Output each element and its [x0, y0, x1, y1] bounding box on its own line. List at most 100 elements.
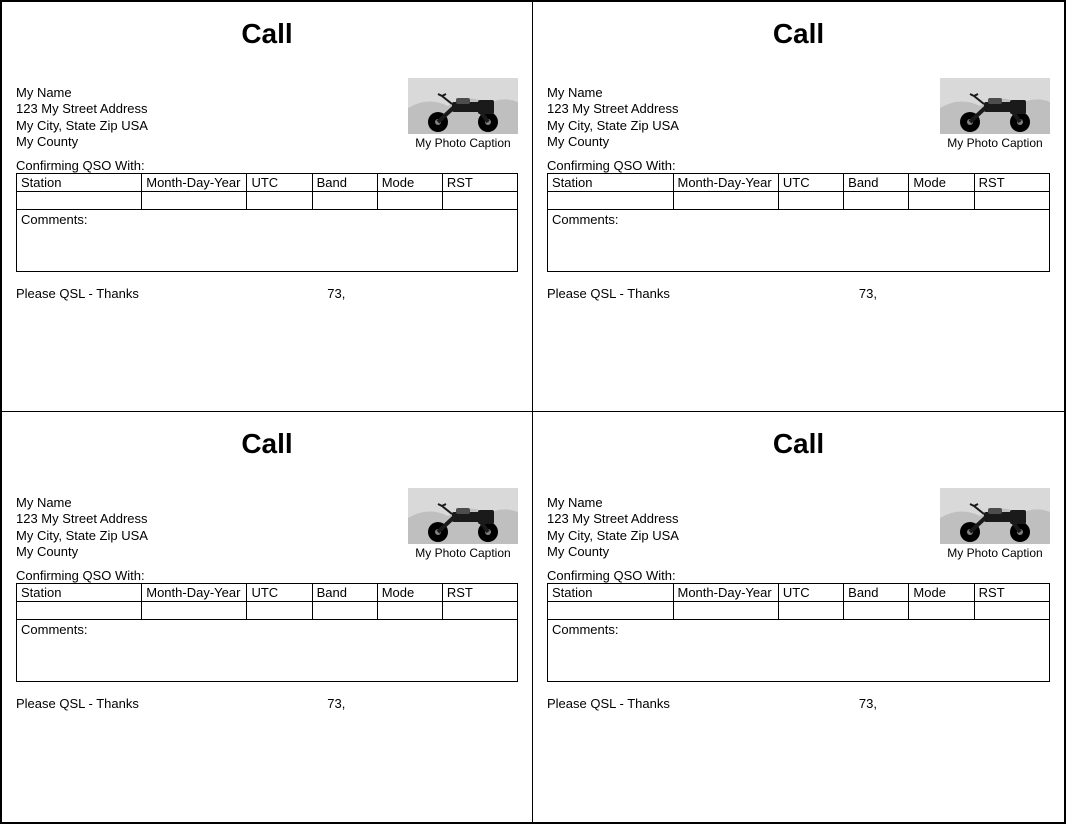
qsl-card: Call My Name 123 My Street Address My Ci…	[2, 2, 533, 412]
col-date: Month-Day-Year	[673, 174, 778, 192]
cell-date	[673, 192, 778, 210]
photo-block: My Photo Caption	[940, 488, 1050, 560]
cell-mode	[377, 602, 442, 620]
cell-station	[17, 192, 142, 210]
footer-right: 73,	[327, 696, 345, 711]
cell-rst	[974, 602, 1049, 620]
photo-caption: My Photo Caption	[940, 546, 1050, 560]
qso-table: Station Month-Day-Year UTC Band Mode RST	[547, 583, 1050, 620]
photo-block: My Photo Caption	[940, 78, 1050, 150]
qso-header-row: Station Month-Day-Year UTC Band Mode RST	[17, 584, 518, 602]
photo-caption: My Photo Caption	[940, 136, 1050, 150]
comments-label: Comments:	[21, 212, 87, 227]
photo-caption: My Photo Caption	[408, 546, 518, 560]
address-block: My Name 123 My Street Address My City, S…	[547, 85, 679, 150]
footer-left: Please QSL - Thanks	[16, 696, 327, 711]
col-rst: RST	[442, 174, 517, 192]
motorcycle-photo	[940, 488, 1050, 544]
footer-right: 73,	[859, 286, 877, 301]
cell-mode	[377, 192, 442, 210]
comments-label: Comments:	[21, 622, 87, 637]
col-station: Station	[17, 174, 142, 192]
qso-table: Station Month-Day-Year UTC Band Mode RST	[547, 173, 1050, 210]
col-station: Station	[548, 584, 674, 602]
col-rst: RST	[974, 584, 1049, 602]
address-street: 123 My Street Address	[16, 101, 148, 117]
qsl-card: Call My Name 123 My Street Address My Ci…	[533, 2, 1064, 412]
qso-header-row: Station Month-Day-Year UTC Band Mode RST	[17, 174, 518, 192]
col-utc: UTC	[778, 584, 843, 602]
cell-date	[142, 192, 247, 210]
cell-station	[17, 602, 142, 620]
cell-station	[548, 192, 674, 210]
col-date: Month-Day-Year	[142, 584, 247, 602]
qso-data-row	[548, 192, 1050, 210]
comments-box: Comments:	[16, 210, 518, 272]
cell-band	[312, 192, 377, 210]
footer-left: Please QSL - Thanks	[547, 696, 859, 711]
col-band: Band	[312, 584, 377, 602]
comments-label: Comments:	[552, 212, 618, 227]
confirm-label: Confirming QSO With:	[547, 568, 1050, 583]
address-street: 123 My Street Address	[547, 101, 679, 117]
col-station: Station	[548, 174, 674, 192]
qso-data-row	[17, 192, 518, 210]
card-footer: Please QSL - Thanks 73,	[547, 286, 1050, 301]
photo-block: My Photo Caption	[408, 488, 518, 560]
address-name: My Name	[16, 85, 148, 101]
col-utc: UTC	[778, 174, 843, 192]
info-row: My Name 123 My Street Address My City, S…	[16, 78, 518, 150]
footer-left: Please QSL - Thanks	[16, 286, 327, 301]
cell-rst	[442, 192, 517, 210]
comments-box: Comments:	[547, 210, 1050, 272]
address-county: My County	[547, 134, 679, 150]
address-block: My Name 123 My Street Address My City, S…	[16, 495, 148, 560]
col-utc: UTC	[247, 584, 312, 602]
qso-table: Station Month-Day-Year UTC Band Mode RST	[16, 583, 518, 620]
address-county: My County	[547, 544, 679, 560]
page: Call My Name 123 My Street Address My Ci…	[0, 0, 1066, 824]
cell-band	[312, 602, 377, 620]
info-row: My Name 123 My Street Address My City, S…	[16, 488, 518, 560]
cell-band	[844, 192, 909, 210]
address-citystate: My City, State Zip USA	[16, 118, 148, 134]
comments-box: Comments:	[547, 620, 1050, 682]
cell-mode	[909, 192, 974, 210]
card-footer: Please QSL - Thanks 73,	[547, 696, 1050, 711]
cell-date	[142, 602, 247, 620]
qso-data-row	[17, 602, 518, 620]
cell-date	[673, 602, 778, 620]
comments-box: Comments:	[16, 620, 518, 682]
cell-band	[844, 602, 909, 620]
col-rst: RST	[974, 174, 1049, 192]
col-utc: UTC	[247, 174, 312, 192]
address-citystate: My City, State Zip USA	[547, 118, 679, 134]
col-band: Band	[844, 174, 909, 192]
col-mode: Mode	[377, 174, 442, 192]
card-footer: Please QSL - Thanks 73,	[16, 286, 518, 301]
comments-label: Comments:	[552, 622, 618, 637]
footer-right: 73,	[327, 286, 345, 301]
col-rst: RST	[442, 584, 517, 602]
cell-utc	[247, 602, 312, 620]
footer-left: Please QSL - Thanks	[547, 286, 859, 301]
info-row: My Name 123 My Street Address My City, S…	[547, 488, 1050, 560]
card-title: Call	[16, 428, 518, 460]
motorcycle-photo	[408, 488, 518, 544]
address-citystate: My City, State Zip USA	[16, 528, 148, 544]
address-name: My Name	[547, 495, 679, 511]
col-date: Month-Day-Year	[142, 174, 247, 192]
motorcycle-photo	[940, 78, 1050, 134]
card-grid: Call My Name 123 My Street Address My Ci…	[2, 2, 1064, 822]
cell-mode	[909, 602, 974, 620]
cell-station	[548, 602, 674, 620]
address-citystate: My City, State Zip USA	[547, 528, 679, 544]
card-footer: Please QSL - Thanks 73,	[16, 696, 518, 711]
photo-block: My Photo Caption	[408, 78, 518, 150]
card-title: Call	[547, 18, 1050, 50]
card-title: Call	[16, 18, 518, 50]
col-band: Band	[312, 174, 377, 192]
card-title: Call	[547, 428, 1050, 460]
address-name: My Name	[547, 85, 679, 101]
qso-table: Station Month-Day-Year UTC Band Mode RST	[16, 173, 518, 210]
